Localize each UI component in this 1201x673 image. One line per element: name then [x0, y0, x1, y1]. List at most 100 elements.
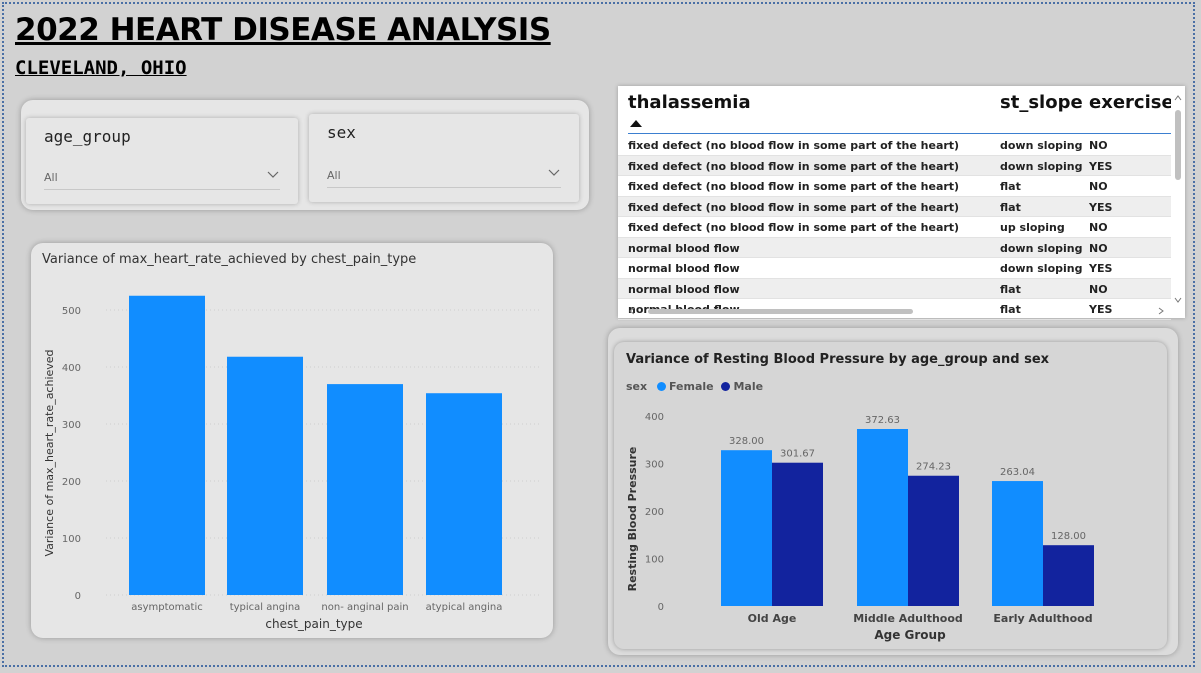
data-label: 263.04 — [1000, 467, 1035, 478]
scroll-left-icon[interactable] — [628, 307, 636, 315]
column-header-thalassemia[interactable]: thalassemia — [628, 92, 751, 113]
x-tick-label: Old Age — [748, 612, 797, 625]
page-subtitle: CLEVELAND, OHIO — [15, 57, 187, 79]
legend-male-marker — [721, 382, 731, 391]
table-body: fixed defect (no blood flow in some part… — [618, 135, 1171, 320]
x-tick-label: typical angina — [230, 602, 301, 613]
table-cell: flat — [1000, 282, 1021, 296]
bar-female — [721, 450, 772, 606]
scroll-up-icon[interactable] — [1174, 94, 1182, 102]
y-tick-label: 300 — [645, 460, 664, 471]
x-tick-label: asymptomatic — [131, 602, 202, 613]
data-label: 328.00 — [729, 436, 764, 447]
table-cell: flat — [1000, 200, 1021, 214]
table-cell: up sloping — [1000, 221, 1065, 234]
table-cell: fixed defect (no blood flow in some part… — [628, 200, 960, 214]
table-cell: NO — [1089, 221, 1108, 234]
table-row[interactable]: fixed defect (no blood flow in some part… — [618, 155, 1171, 176]
vertical-scroll-thumb[interactable] — [1175, 110, 1181, 180]
sex-dropdown-value: All — [327, 169, 341, 182]
y-tick-label: 200 — [645, 507, 664, 518]
bar-male — [772, 462, 823, 606]
bar — [129, 295, 205, 595]
chest-pain-variance-chart[interactable]: Variance of max_heart_rate_achieved by c… — [31, 243, 553, 638]
y-tick-label: 400 — [62, 363, 81, 374]
y-tick-label: 100 — [62, 534, 81, 545]
sex-slicer-label: sex — [327, 123, 356, 142]
column-header-exercise[interactable]: exercise_ — [1089, 92, 1171, 113]
x-tick-label: atypical angina — [426, 602, 503, 613]
y-tick-label: 0 — [658, 602, 664, 613]
table-cell: down sloping — [1000, 241, 1083, 255]
y-tick-label: 100 — [645, 555, 664, 566]
table-cell: down sloping — [1000, 159, 1083, 173]
y-tick-label: 200 — [62, 477, 81, 488]
column-header-st-slope[interactable]: st_slope — [1000, 92, 1083, 113]
table-cell: YES — [1089, 262, 1113, 275]
table-cell: fixed defect (no blood flow in some part… — [628, 180, 960, 193]
chevron-down-icon — [267, 171, 279, 178]
chevron-down-icon — [548, 169, 560, 176]
x-axis-title: Age Group — [874, 628, 946, 642]
table-cell: NO — [1089, 241, 1108, 255]
y-tick-label: 400 — [645, 412, 664, 423]
table-cell: down sloping — [1000, 262, 1083, 275]
table-cell: down sloping — [1000, 139, 1083, 152]
chart2-title: Variance of Resting Blood Pressure by ag… — [626, 352, 1050, 367]
legend-title: sex — [626, 380, 648, 393]
scroll-right-icon[interactable] — [1157, 307, 1165, 315]
data-label: 128.00 — [1051, 531, 1086, 542]
table-cell: normal blood flow — [628, 241, 740, 255]
vertical-scrollbar[interactable] — [1174, 94, 1182, 304]
horizontal-scroll-thumb[interactable] — [648, 309, 913, 314]
data-table[interactable]: thalassemia st_slope exercise_ fixed def… — [618, 86, 1185, 320]
bar-female — [992, 481, 1043, 606]
bar-male — [1043, 545, 1094, 606]
table-row[interactable]: fixed defect (no blood flow in some part… — [618, 217, 1171, 238]
bar-female — [857, 429, 908, 606]
table-cell: normal blood flow — [628, 262, 740, 275]
legend-female-label: Female — [668, 380, 714, 393]
y-tick-label: 500 — [62, 306, 81, 317]
sex-dropdown[interactable]: All — [327, 165, 561, 188]
chart1-plot: 0 100 200 300 400 500 asymptomatic typical angi… — [43, 295, 541, 631]
bar — [327, 384, 403, 595]
table-cell: fixed defect (no blood flow in some part… — [628, 159, 960, 173]
table-row[interactable]: fixed defect (no blood flow in some part… — [618, 135, 1171, 156]
table-row[interactable]: fixed defect (no blood flow in some part… — [618, 176, 1171, 197]
legend-female-marker — [656, 382, 666, 391]
chart2-panel: Variance of Resting Blood Pressure by ag… — [614, 342, 1167, 649]
table-row[interactable]: normal blood flow down sloping YES — [618, 258, 1171, 279]
x-axis-title: chest_pain_type — [265, 617, 362, 631]
age-group-dropdown-value: All — [44, 171, 58, 184]
scroll-down-icon[interactable] — [1174, 296, 1182, 304]
x-tick-label: Early Adulthood — [993, 612, 1092, 625]
sort-ascending-icon[interactable] — [630, 120, 642, 127]
bar — [426, 393, 502, 595]
age-group-slicer-label: age_group — [44, 127, 131, 146]
table-row[interactable]: normal blood flow down sloping NO — [618, 237, 1171, 258]
table-cell: fixed defect (no blood flow in some part… — [628, 139, 960, 152]
data-label: 274.23 — [916, 462, 951, 473]
age-group-dropdown[interactable]: All — [44, 167, 280, 190]
table-cell: YES — [1089, 159, 1113, 173]
legend-male-label: Male — [733, 380, 764, 393]
x-tick-label: Middle Adulthood — [853, 612, 963, 625]
table-cell: NO — [1089, 139, 1108, 152]
sex-slicer[interactable]: sex All — [309, 114, 579, 202]
header-divider — [628, 133, 1171, 134]
horizontal-scrollbar[interactable] — [628, 306, 1165, 316]
table-cell: NO — [1089, 180, 1108, 193]
table-cell: flat — [1000, 180, 1021, 193]
page-title: 2022 HEART DISEASE ANALYSIS — [15, 12, 551, 48]
table-cell: YES — [1089, 303, 1113, 316]
y-tick-label: 300 — [62, 420, 81, 431]
data-label: 301.67 — [780, 449, 815, 460]
blood-pressure-variance-chart[interactable]: Variance of Resting Blood Pressure by ag… — [608, 328, 1178, 655]
y-axis-title: Resting Blood Pressure — [626, 447, 639, 592]
table-row[interactable]: fixed defect (no blood flow in some part… — [618, 196, 1171, 217]
table-row[interactable]: normal blood flow flat NO — [618, 278, 1171, 299]
x-tick-label: non- anginal pain — [321, 602, 408, 613]
age-group-slicer[interactable]: age_group All — [26, 118, 298, 204]
